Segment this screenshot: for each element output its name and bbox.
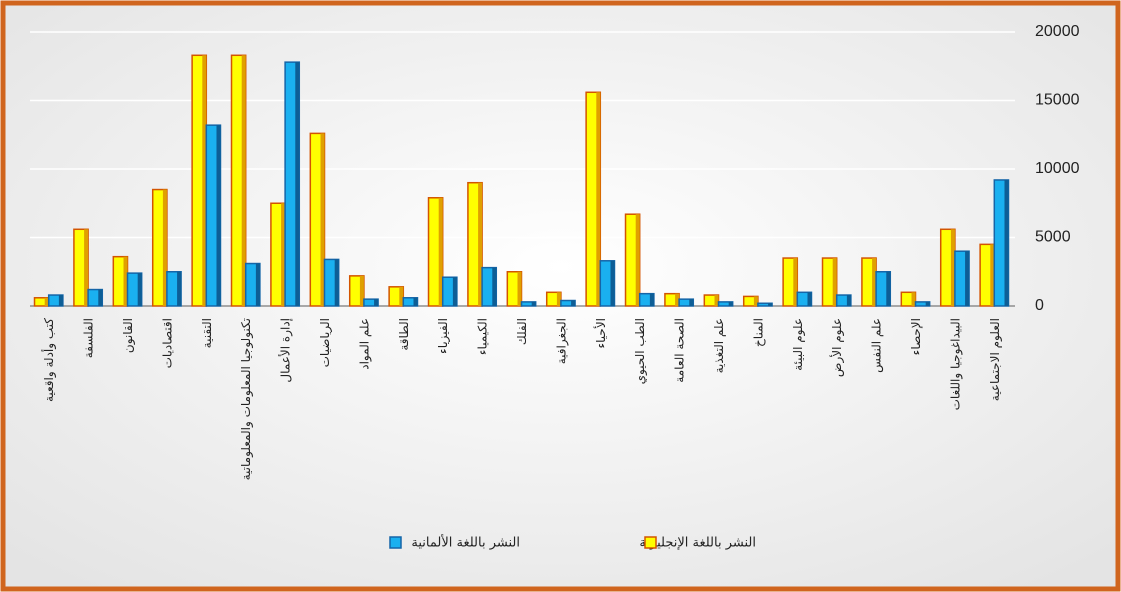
bar-side (950, 229, 955, 306)
bar-side (714, 295, 719, 306)
legend-label: النشر باللغة الإنجليزية (639, 536, 756, 551)
y-tick-label: 15000 (1035, 92, 1080, 109)
bar-side (281, 203, 286, 306)
bar-side (832, 258, 837, 306)
bar-side (177, 271, 182, 306)
bar-side (320, 133, 325, 306)
bar-side (793, 258, 798, 306)
bar-side (689, 299, 694, 306)
bar-side (635, 214, 640, 306)
bar-side (990, 244, 995, 306)
bar-side (571, 300, 576, 306)
bar-side (84, 229, 89, 306)
bar (47, 294, 64, 307)
x-tick-label: البيداغوجيا واللغات (948, 318, 963, 410)
bar-side (753, 296, 758, 306)
y-tick-label: 20000 (1035, 23, 1080, 40)
bar-side (872, 258, 877, 306)
x-tick-label: الإحصاء (909, 318, 923, 355)
bar (835, 294, 852, 307)
bar-side (202, 55, 207, 306)
bar-side (925, 301, 930, 306)
legend-swatch (389, 536, 402, 549)
bar (757, 302, 773, 307)
bar-side (728, 301, 733, 306)
x-tick-label: علم التغذية (712, 318, 726, 373)
bar-side (255, 263, 260, 306)
bar (560, 299, 576, 307)
x-tick-label: علم المواد (357, 318, 372, 370)
bar-side (216, 125, 221, 306)
bar-side (123, 256, 128, 306)
legend: النشر باللغة الإنجليزية النشر باللغة الأل… (389, 534, 756, 551)
x-tick-label: الفلك (515, 318, 529, 345)
x-tick-label: الأحياء (593, 318, 608, 349)
x-tick-label: الكيمياء (476, 318, 490, 355)
bar-side (413, 297, 418, 306)
bar-side (58, 295, 63, 306)
bar-side (44, 297, 49, 306)
x-tick-label: المناخ (751, 318, 765, 347)
bar-side (649, 293, 654, 306)
x-tick-label: القانون (121, 318, 136, 353)
x-tick-label: الرياضيات (318, 318, 333, 367)
x-tick-label: الطاقة (397, 318, 411, 351)
y-tick-label: 5000 (1035, 229, 1071, 246)
bar-side (295, 62, 300, 306)
x-tick-label: الفلسفة (82, 318, 96, 358)
bar-side (359, 275, 364, 306)
bar-side (965, 251, 970, 306)
x-tick-label: الجغرافية (554, 318, 569, 364)
bar-side (768, 303, 773, 306)
bar-side (452, 277, 457, 306)
x-tick-label: كتب وأدلة واقعية (41, 318, 57, 402)
bar-side (556, 292, 561, 306)
y-tick-label: 10000 (1035, 160, 1080, 177)
x-tick-label: علم النفس (870, 318, 885, 373)
bar-side (675, 293, 680, 306)
bar-side (399, 286, 404, 306)
legend-swatch (644, 536, 657, 549)
bar-side (531, 301, 536, 306)
bar-side (374, 299, 379, 306)
legend-label: النشر باللغة الألمانية (411, 534, 520, 551)
x-tick-label: الطب الحيوي (633, 318, 648, 384)
x-tick-label: اقتصاديات (160, 318, 174, 368)
bar-side (517, 271, 522, 306)
bar-side (438, 197, 443, 306)
x-tick-label: علوم البيئة (791, 318, 806, 371)
bar-side (846, 295, 851, 306)
bar-side (596, 92, 601, 306)
bar-side (1004, 179, 1009, 306)
y-tick-label: 0 (1035, 297, 1044, 314)
x-tick-label: التقنية (200, 318, 214, 348)
bar-side (610, 260, 615, 306)
bar-side (162, 189, 167, 306)
x-tick-label: علوم الأرض (829, 318, 845, 377)
x-tick-label: الفيزياء (436, 318, 451, 354)
x-tick-label: تكنولوجيا المعلومات والمعلوماتية (239, 318, 254, 480)
bar-side (241, 55, 246, 306)
bar-side (886, 271, 891, 306)
x-tick-label: إدارة الأعمال (278, 318, 294, 383)
x-tick-label: العلوم الاجتماعية (988, 318, 1003, 401)
bar-side (807, 292, 812, 306)
bar-side (137, 273, 142, 306)
bar-side (911, 292, 916, 306)
bar-side (478, 182, 483, 306)
bar-side (492, 267, 497, 306)
x-tick-label: الصحة العامة (673, 318, 687, 383)
bar-side (98, 289, 103, 306)
bar-side (334, 259, 339, 306)
